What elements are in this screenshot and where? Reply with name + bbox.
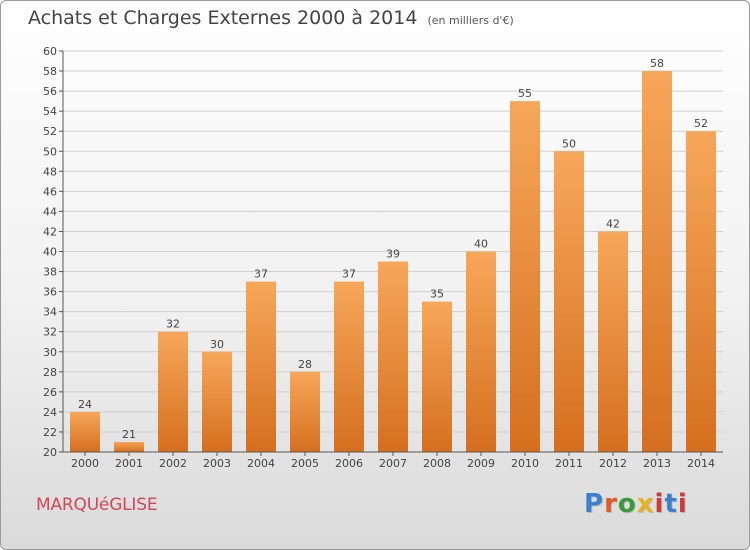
axes: 20 22 24 26 28 30 32 34 36 38 40 42 44 46 48 50 52 54 56 58… xyxy=(43,45,723,470)
bar xyxy=(466,251,496,452)
y-tick-label: 60 xyxy=(43,45,57,58)
bar xyxy=(70,411,100,452)
bar-value-label: 32 xyxy=(166,318,180,331)
bar-value-label: 21 xyxy=(122,428,136,441)
x-tick-label: 2001 xyxy=(115,457,143,470)
logo-letter: i xyxy=(654,489,665,519)
proxiti-logo[interactable]: Proxiti xyxy=(584,489,688,519)
bar-value-label: 24 xyxy=(78,398,92,411)
bar-value-label: 39 xyxy=(386,248,400,261)
bar xyxy=(510,101,540,452)
y-tick-label: 32 xyxy=(43,326,57,339)
bar-value-label: 35 xyxy=(430,288,444,301)
bar-value-label: 40 xyxy=(474,238,488,251)
y-tick-label: 54 xyxy=(43,105,57,118)
x-tick-label: 2011 xyxy=(555,457,583,470)
bar xyxy=(114,441,144,452)
bar-value-label: 30 xyxy=(210,338,224,351)
x-tick-label: 2014 xyxy=(687,457,715,470)
bar-value-label: 55 xyxy=(518,87,532,100)
bar xyxy=(378,261,408,452)
x-tick-label: 2010 xyxy=(511,457,539,470)
bars: 24 21 32 30 37 28 37 39 35 40 55 50 42 58 52 xyxy=(70,57,716,453)
x-tick-label: 2009 xyxy=(467,457,495,470)
y-tick-label: 26 xyxy=(43,386,57,399)
y-tick-label: 44 xyxy=(43,205,57,218)
logo-letter: o xyxy=(617,489,637,519)
y-tick-label: 36 xyxy=(43,286,57,299)
x-tick-label: 2000 xyxy=(71,457,99,470)
y-tick-label: 30 xyxy=(43,346,57,359)
y-tick-label: 48 xyxy=(43,165,57,178)
bar xyxy=(422,301,452,452)
bar xyxy=(290,371,320,452)
bar xyxy=(642,71,672,453)
x-tick-label: 2012 xyxy=(599,457,627,470)
x-tick-label: 2003 xyxy=(203,457,231,470)
y-tick-label: 22 xyxy=(43,426,57,439)
bar xyxy=(554,151,584,452)
y-tick-label: 50 xyxy=(43,145,57,158)
y-tick-label: 24 xyxy=(43,406,57,419)
bar-value-label: 52 xyxy=(694,117,708,130)
logo-letter: P xyxy=(584,489,605,519)
y-tick-label: 40 xyxy=(43,246,57,259)
logo-letter: i xyxy=(677,489,688,519)
x-tick-label: 2004 xyxy=(247,457,275,470)
chart-subtitle: (en milliers d'€) xyxy=(427,14,514,27)
y-tick-label: 58 xyxy=(43,65,57,78)
y-tick-label: 38 xyxy=(43,266,57,279)
logo-letter: x xyxy=(636,489,655,519)
bar xyxy=(246,281,276,452)
city-name: MARQUéGLISE xyxy=(36,495,158,515)
chart-title-text: Achats et Charges Externes 2000 à 2014 xyxy=(28,7,418,29)
bar-value-label: 28 xyxy=(298,358,312,371)
y-tick-label: 46 xyxy=(43,185,57,198)
y-tick-label: 52 xyxy=(43,125,57,138)
bar-value-label: 42 xyxy=(606,217,620,230)
x-tick-label: 2013 xyxy=(643,457,671,470)
logo-letter: t xyxy=(664,489,678,519)
x-tick-label: 2002 xyxy=(159,457,187,470)
bar xyxy=(158,331,188,452)
y-tick-label: 28 xyxy=(43,366,57,379)
bar-value-label: 58 xyxy=(650,57,664,70)
bar xyxy=(202,351,232,452)
logo-letter: r xyxy=(604,489,618,519)
bar-value-label: 37 xyxy=(342,268,356,281)
bar xyxy=(686,131,716,452)
bar xyxy=(334,281,364,452)
x-tick-label: 2005 xyxy=(291,457,319,470)
bar-value-label: 50 xyxy=(562,137,576,150)
y-tick-label: 56 xyxy=(43,85,57,98)
chart-title: Achats et Charges Externes 2000 à 2014 (e… xyxy=(28,7,514,29)
bar xyxy=(598,231,628,452)
y-tick-label: 20 xyxy=(43,446,57,459)
x-tick-label: 2007 xyxy=(379,457,407,470)
x-tick-label: 2008 xyxy=(423,457,451,470)
y-tick-label: 42 xyxy=(43,225,57,238)
y-tick-label: 34 xyxy=(43,306,57,319)
x-tick-label: 2006 xyxy=(335,457,363,470)
bar-value-label: 37 xyxy=(254,268,268,281)
